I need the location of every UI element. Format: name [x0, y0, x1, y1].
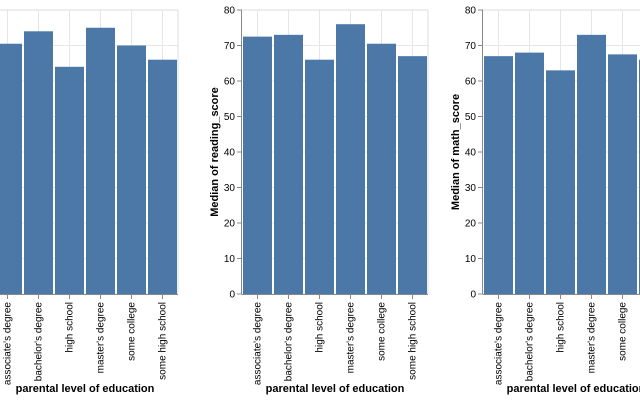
x-tick-label: associate's degree [3, 302, 14, 386]
bar-master-s-degree [86, 27, 115, 294]
y-tick-label: 0 [470, 290, 476, 301]
y-tick-label: 70 [465, 41, 477, 52]
x-tick-label: some college [377, 302, 388, 361]
x-axis-title: parental level of education [266, 383, 405, 395]
y-axis-title: Median of reading_score [209, 87, 221, 217]
x-tick-label: master's degree [587, 302, 598, 374]
x-tick-label: associate's degree [494, 302, 505, 386]
chart-panel-3: associate's degree bachelor's degree high … [450, 6, 640, 395]
bar-some-high-school [148, 59, 177, 295]
chart-panel-1: associate's degree bachelor's degree high … [0, 9, 179, 395]
bar-some-college [608, 54, 637, 294]
x-tick-label: high school [556, 302, 567, 353]
bar-some-college [367, 43, 396, 294]
x-tick-label: bachelor's degree [525, 302, 536, 382]
chart-panel-2: associate's degree bachelor's degree high … [209, 6, 429, 395]
x-tick-label: some college [127, 302, 138, 361]
y-tick-label: 20 [465, 219, 477, 230]
y-tick-label: 70 [224, 41, 236, 52]
bar-some-college [117, 45, 146, 294]
x-tick-label: some high school [158, 302, 169, 380]
bar-some-high-school [398, 56, 427, 295]
x-tick-label: master's degree [96, 302, 107, 374]
y-tick-label: 80 [224, 6, 236, 17]
y-axis-title: Median of math_score [450, 94, 462, 210]
x-axis-title: parental level of education [507, 383, 640, 395]
bar-associate-s-degree [243, 36, 272, 294]
x-tick-label: some high school [408, 302, 419, 380]
bar-bachelor-s-degree [24, 31, 53, 295]
bar-bachelor-s-degree [274, 34, 303, 294]
bar-high-school [55, 66, 84, 294]
bar-bachelor-s-degree [515, 52, 544, 294]
y-tick-label: 50 [465, 112, 477, 123]
x-tick-label: high school [315, 302, 326, 353]
y-tick-label: 50 [224, 112, 236, 123]
y-tick-label: 30 [224, 183, 236, 194]
x-tick-label: some college [618, 302, 629, 361]
x-tick-label: master's degree [346, 302, 357, 374]
y-tick-label: 60 [224, 77, 236, 88]
x-tick-label: bachelor's degree [284, 302, 295, 382]
y-tick-label: 60 [465, 77, 477, 88]
bar-associate-s-degree [484, 56, 513, 295]
x-tick-label: bachelor's degree [34, 302, 45, 382]
y-tick-label: 10 [224, 254, 236, 265]
y-tick-label: 80 [465, 6, 477, 17]
y-tick-label: 0 [229, 290, 235, 301]
x-tick-label: associate's degree [253, 302, 264, 386]
y-tick-label: 40 [224, 148, 236, 159]
bar-associate-s-degree [0, 43, 22, 294]
y-tick-label: 10 [465, 254, 477, 265]
x-tick-label: high school [65, 302, 76, 353]
bar-master-s-degree [577, 34, 606, 294]
y-tick-label: 20 [224, 219, 236, 230]
y-tick-label: 40 [465, 148, 477, 159]
bar-high-school [305, 59, 334, 295]
x-axis-title: parental level of education [16, 383, 155, 395]
bar-master-s-degree [336, 24, 365, 294]
bar-high-school [546, 70, 575, 294]
y-tick-label: 30 [465, 183, 477, 194]
